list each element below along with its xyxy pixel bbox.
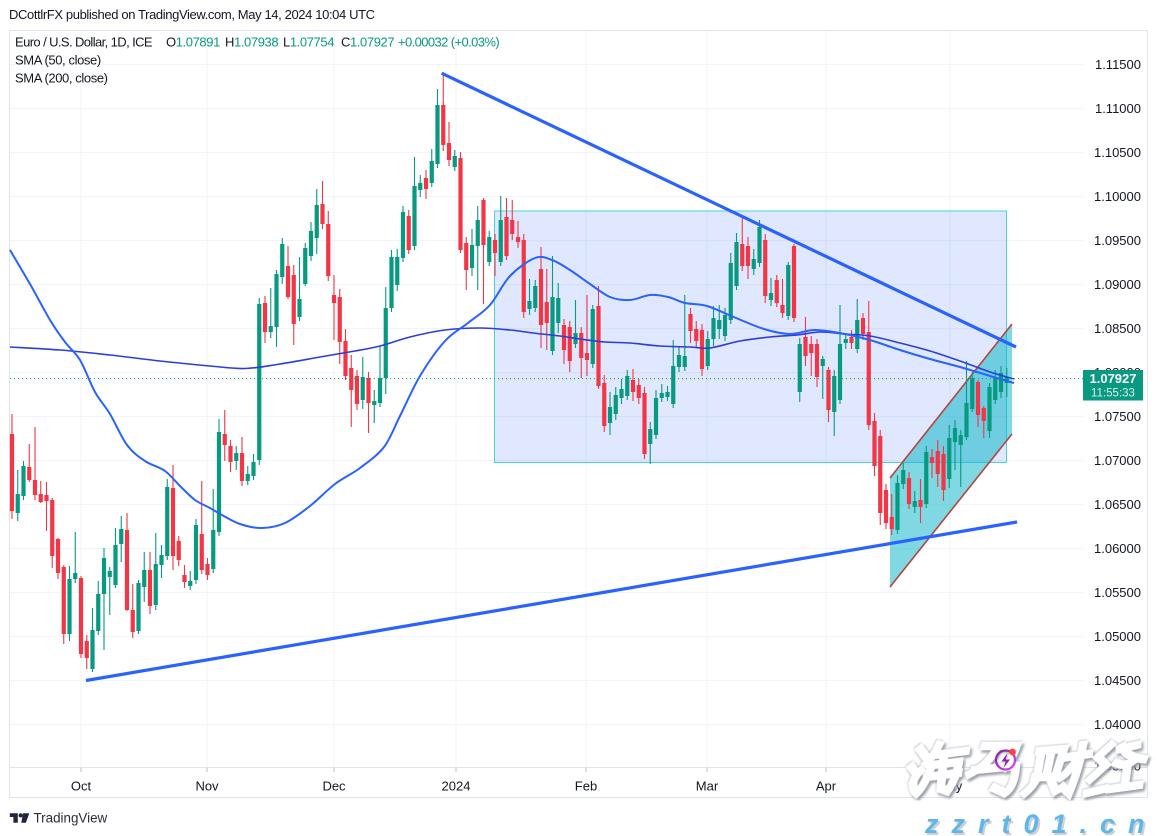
- svg-text:1.04500: 1.04500: [1094, 673, 1141, 688]
- svg-text:11:55:33: 11:55:33: [1091, 388, 1135, 400]
- svg-text:zzrt01.cn: zzrt01.cn: [926, 811, 1157, 836]
- svg-text:1.10500: 1.10500: [1094, 145, 1141, 160]
- svg-text:2024: 2024: [442, 779, 471, 794]
- svg-text:1.05000: 1.05000: [1094, 629, 1141, 644]
- svg-text:TradingView: TradingView: [34, 811, 108, 826]
- svg-text:Mar: Mar: [696, 779, 719, 794]
- svg-text:1.05500: 1.05500: [1094, 585, 1141, 600]
- svg-text:1.09000: 1.09000: [1094, 277, 1141, 292]
- svg-text:Apr: Apr: [816, 779, 837, 794]
- svg-text:Oct: Oct: [71, 779, 92, 794]
- svg-text:1.10000: 1.10000: [1094, 189, 1141, 204]
- svg-text:C1.07927: C1.07927: [341, 35, 394, 50]
- svg-text:H1.07938: H1.07938: [225, 35, 278, 50]
- svg-text:1.09500: 1.09500: [1094, 233, 1141, 248]
- svg-text:1.07000: 1.07000: [1094, 453, 1141, 468]
- svg-text:Feb: Feb: [575, 779, 597, 794]
- svg-text:1.11500: 1.11500: [1095, 57, 1141, 72]
- svg-text:1.08500: 1.08500: [1094, 321, 1141, 336]
- svg-text:L1.07754: L1.07754: [283, 35, 334, 50]
- svg-text:1.07500: 1.07500: [1094, 409, 1141, 424]
- svg-text:SMA (200, close): SMA (200, close): [15, 71, 108, 86]
- svg-text:zzrt01.cn: zzrt01.cn: [924, 809, 1157, 836]
- svg-text:O1.07891: O1.07891: [166, 35, 220, 50]
- svg-text:SMA (50, close): SMA (50, close): [15, 53, 101, 68]
- svg-text:Euro / U.S. Dollar, 1D, ICE: Euro / U.S. Dollar, 1D, ICE: [15, 35, 153, 50]
- svg-text:1.06000: 1.06000: [1094, 541, 1141, 556]
- svg-text:Nov: Nov: [195, 779, 219, 794]
- svg-text:Dec: Dec: [322, 779, 346, 794]
- svg-text:1.11000: 1.11000: [1095, 101, 1141, 116]
- svg-text:1.07927: 1.07927: [1090, 371, 1137, 386]
- svg-text:+0.00032 (+0.03%): +0.00032 (+0.03%): [398, 35, 499, 50]
- svg-text:1.06500: 1.06500: [1094, 497, 1141, 512]
- svg-text:DCottlrFX published on Trading: DCottlrFX published on TradingView.com, …: [9, 7, 375, 22]
- svg-text:1.04000: 1.04000: [1094, 717, 1141, 732]
